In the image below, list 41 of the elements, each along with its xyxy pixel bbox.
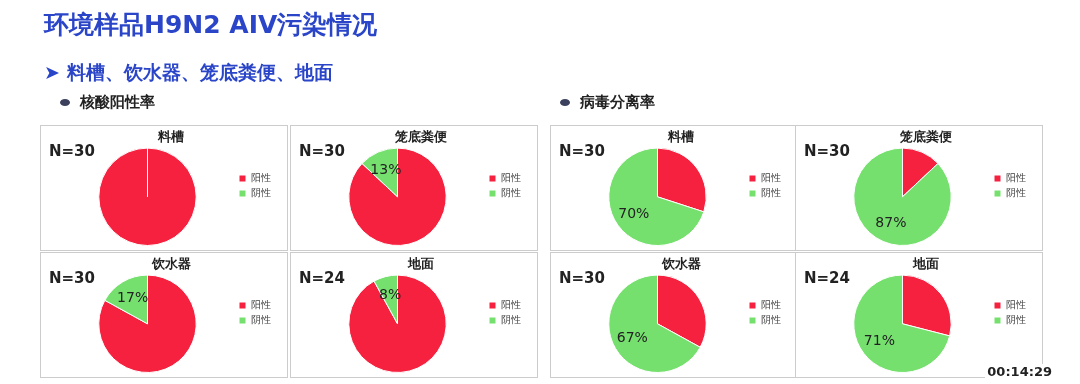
legend-label: 阴性 [1006,187,1026,199]
legend-label: 阳性 [1006,172,1026,184]
text: N=30 [299,141,345,160]
legend-label: 阴性 [761,187,781,199]
text: N=24 [804,268,850,287]
legend-label: 阴性 [501,314,521,326]
text: N=30 [49,268,95,287]
legend-label: 阳性 [251,299,271,311]
legend-label: 阳性 [761,299,781,311]
data-label: 67% [616,329,648,346]
chart-title: 饮水器 [150,256,191,272]
legend-label: 阴性 [251,314,271,326]
text: 00:14:29 [985,364,1054,379]
text: ➤ 料槽、饮水器、笼底粪便、地面 [44,60,333,85]
legend-label: 阳性 [501,172,521,184]
legend-label: 阴性 [251,187,271,199]
chart-title: 笼底粪便 [394,129,447,145]
text: N=24 [299,268,345,287]
legend-label: 阳性 [501,299,521,311]
text: N=30 [559,268,605,287]
legend-label: 阴性 [501,187,521,199]
chart-title: 地面 [407,256,434,272]
text: 环境样品H9N2 AIV污染情况 [44,9,378,41]
legend-label: 阴性 [761,314,781,326]
chart-title: 饮水器 [660,256,701,272]
data-label: 70% [618,204,650,221]
data-label: 87% [875,214,907,231]
chart-title: 料槽 [157,129,184,145]
text: N=30 [559,141,605,160]
chart-title: 料槽 [667,129,694,145]
data-label: 71% [863,332,895,349]
chart-title: 笼底粪便 [899,129,952,145]
legend-label: 阴性 [1006,314,1026,326]
legend-label: 阳性 [251,172,271,184]
legend-label: 阳性 [761,172,781,184]
text: 核酸阳性率 [80,93,155,112]
text: N=30 [804,141,850,160]
text: 病毒分离率 [580,93,655,112]
legend-label: 阳性 [1006,299,1026,311]
text: N=30 [49,141,95,160]
chart-title: 地面 [912,256,939,272]
